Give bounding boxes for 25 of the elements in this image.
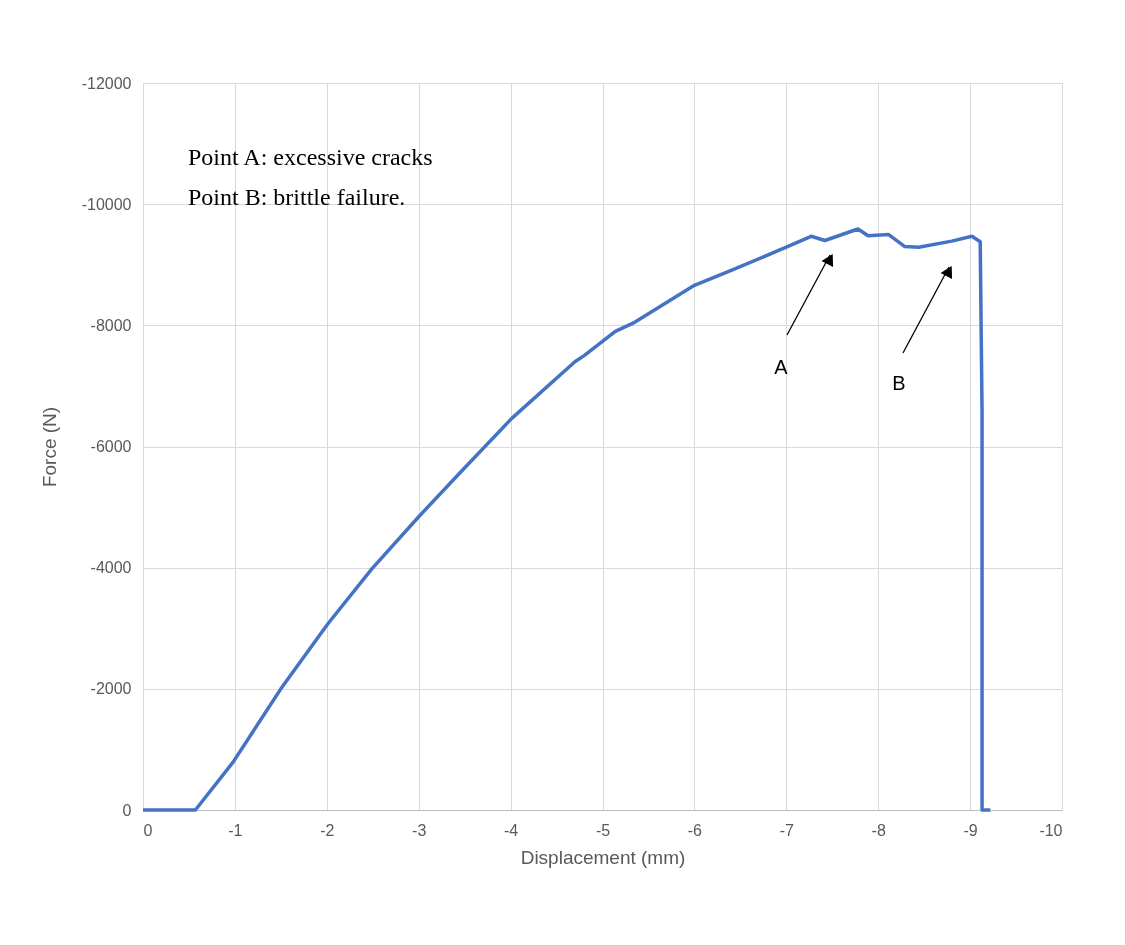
x-tick-label: -6 bbox=[687, 821, 703, 839]
x-tick-label: -7 bbox=[779, 821, 795, 839]
y-axis-title: Force (N) bbox=[38, 406, 60, 488]
annotation: A bbox=[774, 356, 789, 378]
y-tick-label: -12000 bbox=[81, 74, 132, 92]
y-tick-label: -2000 bbox=[90, 680, 132, 698]
x-tick-label: -2 bbox=[320, 821, 335, 839]
x-tick-label: -8 bbox=[871, 821, 886, 839]
y-tick-label: -10000 bbox=[81, 195, 132, 213]
y-tick-label: -4000 bbox=[90, 559, 132, 577]
x-tick-label: -9 bbox=[963, 821, 978, 839]
x-tick-label: -4 bbox=[503, 821, 519, 839]
x-tick-label: 0 bbox=[143, 821, 153, 839]
x-tick-label: -3 bbox=[412, 821, 427, 839]
x-tick-label: -10 bbox=[1039, 821, 1063, 839]
annotation: B bbox=[892, 372, 906, 394]
y-tick-label: -6000 bbox=[90, 438, 132, 455]
annotation: Point B: brittle failure. bbox=[188, 184, 406, 210]
y-tick-label: -8000 bbox=[90, 316, 132, 334]
x-tick-label: -1 bbox=[228, 821, 243, 839]
annotation: Point A: excessive cracks bbox=[188, 144, 433, 170]
line-series bbox=[141, 227, 993, 812]
y-tick-label: 0 bbox=[122, 801, 132, 819]
x-axis-title: Displacement (mm) bbox=[520, 846, 686, 868]
x-tick-label: -5 bbox=[595, 821, 611, 839]
